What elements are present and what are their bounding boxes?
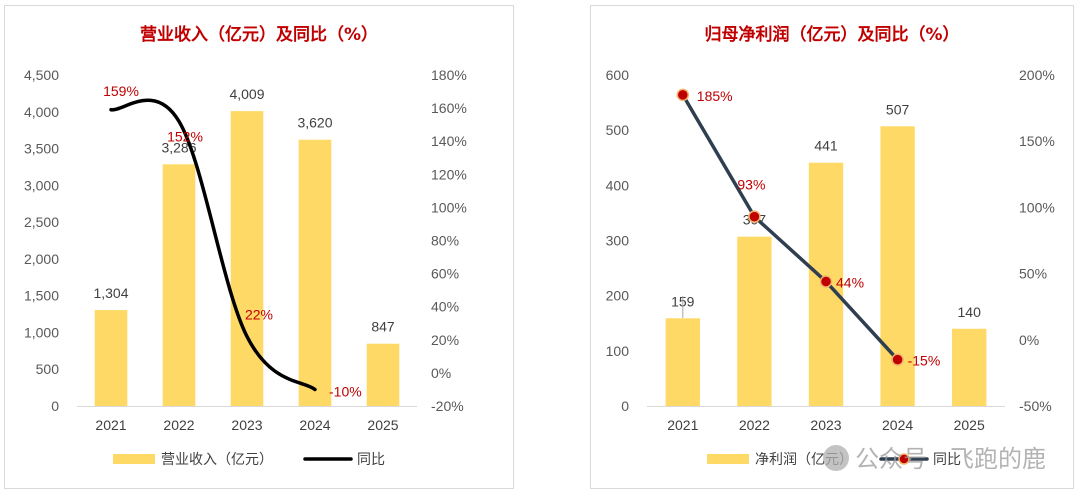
x-tick-label: 2025 [367, 417, 398, 433]
y-right-tick-label: 100% [431, 199, 467, 215]
yoy-line [681, 93, 900, 362]
bar-value-label: 140 [958, 304, 982, 320]
x-tick-label: 2021 [95, 417, 126, 433]
yoy-marker [676, 88, 690, 102]
bar [298, 139, 332, 406]
y-left-tick-label: 500 [606, 122, 630, 138]
y-right-tick-label: 0% [1019, 332, 1039, 348]
yoy-value-label: 93% [737, 177, 765, 193]
yoy-marker [748, 210, 761, 223]
y-right-tick-label: 60% [431, 266, 459, 282]
bar-value-label: 4,009 [229, 86, 264, 102]
y-left-tick-label: 600 [606, 67, 630, 83]
y-right-tick-label: 0% [431, 365, 451, 381]
yoy-value-label: 44% [836, 275, 864, 291]
yoy-marker [891, 353, 904, 366]
x-tick-label: 2025 [954, 417, 985, 433]
y-right-tick-label: 120% [431, 166, 467, 182]
watermark: 公众号 · 飞跑的鹿 [823, 439, 1046, 474]
wechat-icon [823, 445, 850, 471]
y-left-tick-label: 400 [606, 177, 630, 193]
yoy-value-label: 185% [697, 88, 733, 104]
y-left-tick-label: 0 [621, 398, 629, 414]
y-right-tick-label: 200% [1019, 67, 1055, 83]
bar [366, 343, 400, 406]
x-tick-label: 2023 [810, 417, 841, 433]
watermark-text: 公众号 · 飞跑的鹿 [855, 445, 1046, 473]
profit-chart-panel: 归母净利润（亿元）及同比（%） 0 100 200 300 400 500 600 -50% 0… [590, 5, 1074, 489]
profit-chart-title: 归母净利润（亿元）及同比（%） [704, 25, 960, 45]
y-left-tick-label: 3,000 [24, 177, 59, 193]
bar-value-label: 3,620 [297, 115, 332, 131]
bar-value-label: 441 [814, 138, 838, 154]
yoy-value-label: 152% [167, 128, 203, 144]
y-left-tick-label: 200 [606, 288, 630, 304]
y-left-tick-label: 100 [606, 343, 630, 359]
y-right-tick-label: 100% [1019, 199, 1055, 215]
y-right-tick-label: 180% [431, 67, 467, 83]
legend-line-label: 同比 [933, 452, 961, 468]
yoy-value-label: 159% [103, 83, 139, 99]
y-right-tick-label: 40% [431, 299, 459, 315]
yoy-marker [819, 275, 833, 288]
bar-value-label: 1,304 [93, 285, 128, 301]
bar-value-label: 507 [886, 101, 910, 117]
bar [162, 164, 196, 406]
x-tick-label: 2024 [882, 417, 913, 433]
x-tick-label: 2022 [163, 417, 194, 433]
x-tick-label: 2024 [299, 417, 330, 433]
yoy-value-label: -10% [329, 383, 362, 399]
bar [665, 318, 700, 406]
y-left-tick-label: 2,500 [24, 214, 59, 230]
legend-line-label: 同比 [357, 452, 385, 468]
y-left-tick-label: 500 [36, 361, 60, 377]
yoy-line [109, 98, 317, 392]
revenue-chart-title: 营业收入（亿元）及同比（%） [139, 25, 379, 45]
y-left-tick-label: 2,000 [24, 251, 59, 267]
y-right-tick-label: 20% [431, 332, 459, 348]
x-tick-label: 2022 [739, 417, 770, 433]
y-right-tick-label: 140% [431, 133, 467, 149]
legend-bar-label: 营业收入（亿元） [161, 452, 273, 468]
legend-bar-swatch [707, 454, 749, 464]
yoy-value-label: -15% [908, 353, 941, 369]
y-left-tick-label: 1,000 [24, 324, 59, 340]
y-right-tick-label: 150% [1019, 133, 1055, 149]
revenue-chart-svg: 0 500 1,000 1,500 2,000 2,500 3,000 3,500 4,000 4… [24, 67, 467, 468]
y-right-tick-label: 160% [431, 100, 467, 116]
y-left-tick-label: 300 [606, 233, 630, 249]
bar [737, 236, 772, 406]
bar [94, 310, 128, 406]
y-left-tick-label: 4,500 [24, 67, 59, 83]
profit-chart-svg: 0 100 200 300 400 500 600 -50% 0% 50% 100% 150% 200%… [606, 67, 1055, 468]
yoy-value-label: 22% [245, 306, 273, 322]
y-left-tick-label: 4,000 [24, 104, 59, 120]
y-left-tick-label: 0 [51, 398, 59, 414]
bar-value-label: 847 [371, 319, 395, 335]
y-left-tick-label: 3,500 [24, 141, 59, 157]
y-right-tick-label: 80% [431, 233, 459, 249]
y-right-tick-label: 50% [1019, 266, 1047, 282]
y-right-tick-label: -50% [1019, 398, 1052, 414]
bar [952, 328, 987, 406]
bar [230, 111, 264, 406]
y-left-tick-label: 1,500 [24, 288, 59, 304]
legend-line-marker [898, 453, 910, 465]
revenue-chart-panel: 营业收入（亿元）及同比（%） 0 500 1,000 1,500 2,000 2,500 3… [4, 5, 514, 489]
legend-bar-swatch [113, 454, 155, 464]
x-tick-label: 2023 [231, 417, 262, 433]
x-tick-label: 2021 [667, 417, 698, 433]
y-right-tick-label: -20% [431, 398, 464, 414]
